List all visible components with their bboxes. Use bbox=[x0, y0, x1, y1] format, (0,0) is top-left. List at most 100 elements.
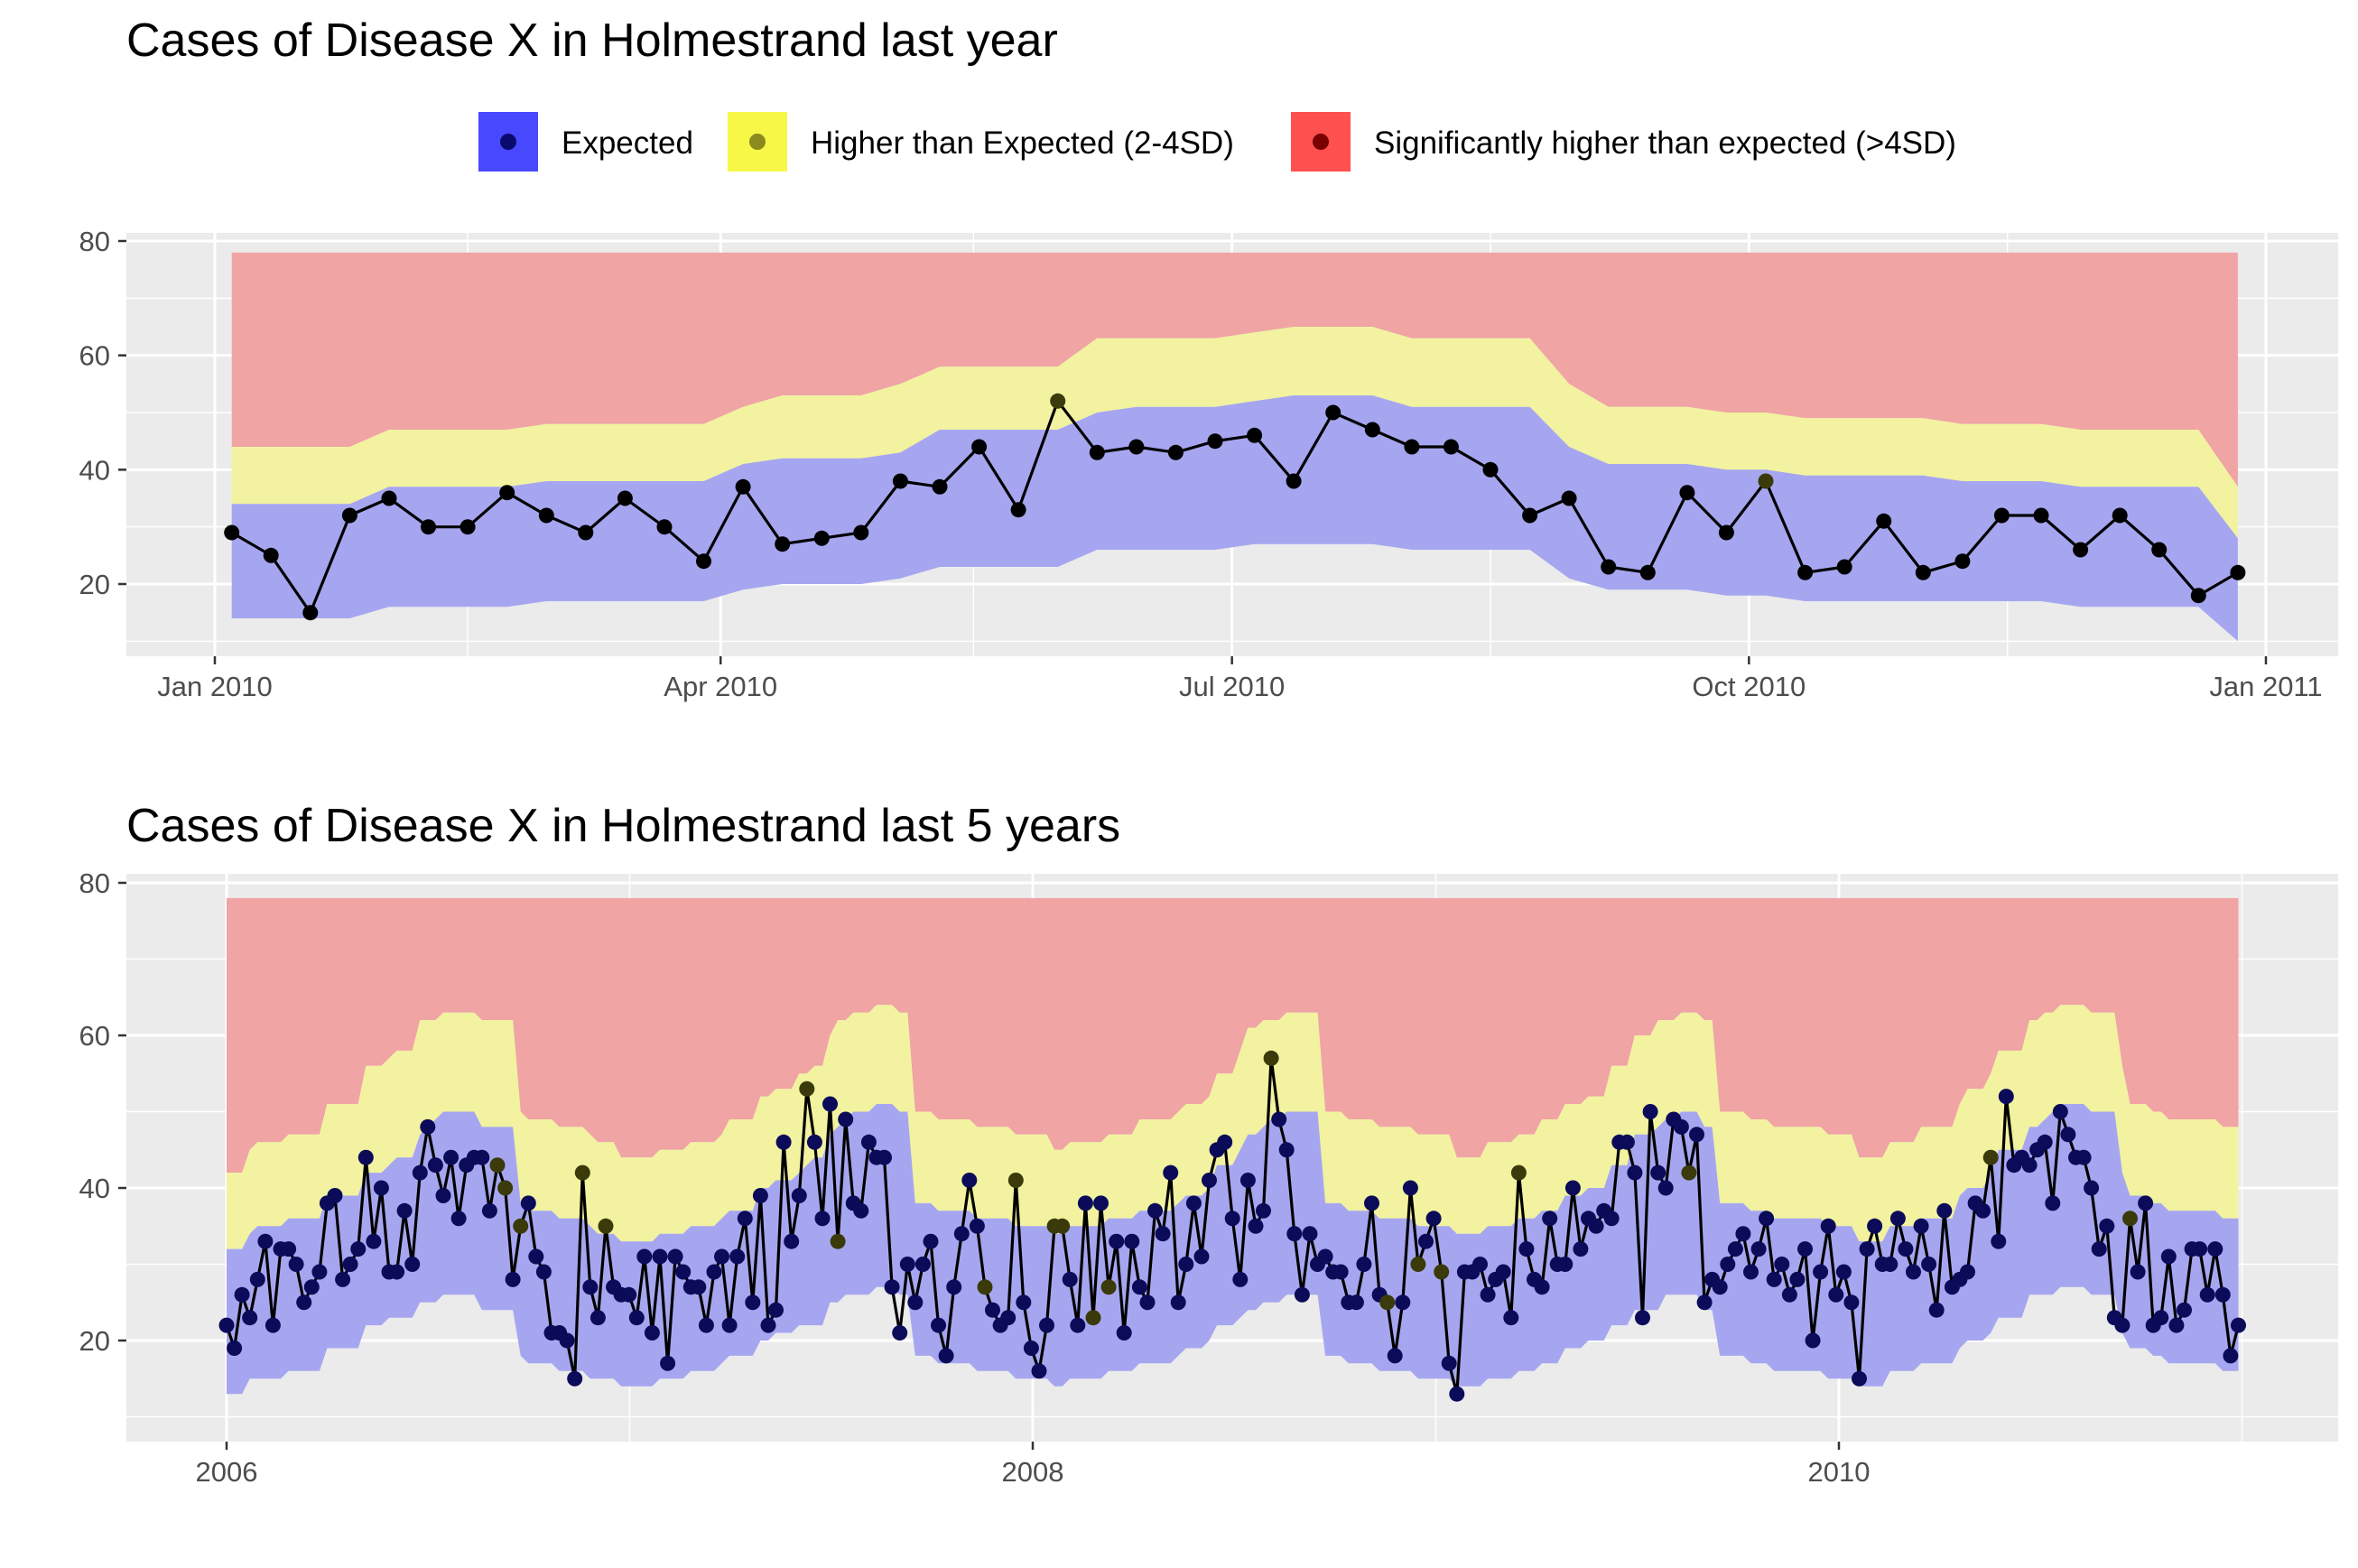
chart1-data-point bbox=[735, 478, 751, 495]
chart1-data-point bbox=[932, 478, 948, 495]
chart1-data-point bbox=[1128, 439, 1145, 455]
chart2-data-point bbox=[420, 1118, 436, 1135]
chart1-band-significant bbox=[231, 252, 2238, 487]
chart2-data-point bbox=[799, 1081, 815, 1097]
chart2-data-point bbox=[1495, 1264, 1511, 1280]
chart2-data-point bbox=[1239, 1173, 1256, 1188]
chart2-data-point bbox=[1852, 1370, 1867, 1387]
chart2-data-point bbox=[1735, 1226, 1751, 1242]
chart2-data-point bbox=[2037, 1134, 2053, 1150]
chart2-data-point bbox=[907, 1294, 924, 1311]
chart2-data-point bbox=[2060, 1127, 2076, 1143]
chart2-data-point bbox=[281, 1241, 297, 1257]
chart1-data-point bbox=[1915, 564, 1931, 580]
chart2-data-point bbox=[296, 1294, 312, 1311]
chart2-data-point bbox=[1007, 1173, 1024, 1188]
chart2-data-point bbox=[1379, 1294, 1396, 1311]
chart1-data-point bbox=[813, 530, 830, 546]
chart2-data-point bbox=[737, 1211, 753, 1227]
chart1-data-point bbox=[1876, 513, 1892, 529]
chart2-data-point bbox=[814, 1211, 831, 1227]
chart1-x-tick-label: Jan 2010 bbox=[157, 671, 273, 702]
chart2-data-point bbox=[784, 1233, 800, 1249]
chart1-data-point bbox=[2230, 564, 2246, 580]
chart1-data-point bbox=[1758, 473, 1774, 489]
chart2-data-point bbox=[2231, 1317, 2246, 1333]
chart2-data-point bbox=[1889, 1211, 1906, 1227]
chart1-data-point bbox=[696, 553, 711, 570]
chart2-data-point bbox=[1348, 1294, 1364, 1311]
chart2-data-point bbox=[311, 1264, 328, 1280]
chart2-data-point bbox=[1100, 1279, 1117, 1295]
chart2-data-point bbox=[931, 1317, 946, 1333]
chart2-data-point bbox=[520, 1195, 536, 1211]
chart2-data-point bbox=[528, 1248, 544, 1265]
chart2-data-point bbox=[1217, 1134, 1233, 1150]
chart2-band-significant bbox=[227, 897, 2239, 1174]
chart2-data-point bbox=[1828, 1286, 1844, 1303]
chart2-data-point bbox=[1518, 1241, 1535, 1257]
chart2-data-point bbox=[1116, 1325, 1132, 1341]
chart2-data-point bbox=[1681, 1164, 1697, 1181]
chart2-data-point bbox=[1449, 1386, 1465, 1402]
legend-item-significant: Significantly higher than expected (>4SD… bbox=[1291, 112, 1956, 172]
chart2-data-point bbox=[946, 1279, 962, 1295]
chart1-band-higher bbox=[231, 327, 2238, 539]
chart2-data-point bbox=[2160, 1248, 2177, 1265]
chart2-data-point bbox=[443, 1149, 460, 1165]
chart2-data-point bbox=[1696, 1294, 1713, 1311]
chart2-data-point bbox=[342, 1257, 358, 1272]
chart2-data-point bbox=[2153, 1310, 2169, 1326]
chart2-data-point bbox=[1278, 1142, 1295, 1158]
chart2-data-point bbox=[1960, 1264, 1975, 1280]
chart1-data-point bbox=[1050, 393, 1066, 409]
chart2-data-point bbox=[985, 1302, 1000, 1318]
legend-item-higher: Higher than Expected (2-4SD) bbox=[728, 112, 1234, 172]
chart1-data-point bbox=[1679, 485, 1695, 501]
legend-label-expected: Expected bbox=[562, 125, 693, 161]
chart2-data-point bbox=[1271, 1111, 1287, 1127]
chart2-x-tick-label: 2010 bbox=[1808, 1456, 1871, 1488]
chart2-data-point bbox=[1302, 1226, 1318, 1242]
chart2-data-point bbox=[513, 1218, 529, 1234]
chart2-data-point bbox=[474, 1149, 490, 1165]
chart2-data-point bbox=[450, 1211, 467, 1227]
chart2-data-point bbox=[435, 1188, 451, 1203]
chart1-data-point bbox=[1482, 461, 1499, 478]
chart2-data-point bbox=[567, 1370, 583, 1387]
chart1-data-point bbox=[1601, 559, 1617, 575]
chart2-data-point bbox=[1689, 1127, 1704, 1143]
chart2-data-point bbox=[218, 1317, 235, 1333]
chart1-data-point bbox=[224, 524, 240, 541]
chart1-data-point bbox=[2073, 542, 2089, 558]
chart2-x-tick-label: 2008 bbox=[1002, 1456, 1064, 1488]
chart2-data-point bbox=[938, 1348, 954, 1364]
chart2-data-point bbox=[923, 1233, 939, 1249]
chart1-x-tick-label: Jul 2010 bbox=[1179, 671, 1285, 702]
chart2-data-point bbox=[2138, 1195, 2154, 1211]
chart2-data-point bbox=[977, 1279, 993, 1295]
chart1-data-point bbox=[1286, 473, 1302, 489]
chart2-data-point bbox=[961, 1173, 978, 1188]
legend-dot-higher bbox=[749, 134, 766, 150]
chart2-data-point bbox=[535, 1264, 552, 1280]
chart2-data-point bbox=[373, 1180, 389, 1196]
chart1-data-point bbox=[1993, 507, 2010, 524]
chart2-data-point bbox=[249, 1271, 265, 1287]
chart2-data-point bbox=[1131, 1279, 1147, 1295]
chart2-data-point bbox=[590, 1310, 606, 1326]
chart2-data-point bbox=[1124, 1233, 1140, 1249]
chart2-data-point bbox=[1387, 1348, 1403, 1364]
chart2-data-point bbox=[412, 1164, 428, 1181]
chart2-data-point bbox=[1356, 1257, 1372, 1272]
chart1-y-tick-label: 20 bbox=[79, 569, 110, 600]
chart2-y-tick-label: 60 bbox=[79, 1020, 110, 1052]
chart2-x-tick-label: 2006 bbox=[196, 1456, 258, 1488]
chart2-data-point bbox=[1472, 1257, 1488, 1272]
chart1-data-point bbox=[1561, 490, 1577, 506]
chart2-data-point bbox=[2207, 1241, 2223, 1257]
chart2-data-point bbox=[969, 1218, 985, 1234]
chart2-data-point bbox=[1805, 1332, 1821, 1349]
chart2-data-point bbox=[2021, 1157, 2038, 1174]
chart2-data-point bbox=[505, 1271, 521, 1287]
